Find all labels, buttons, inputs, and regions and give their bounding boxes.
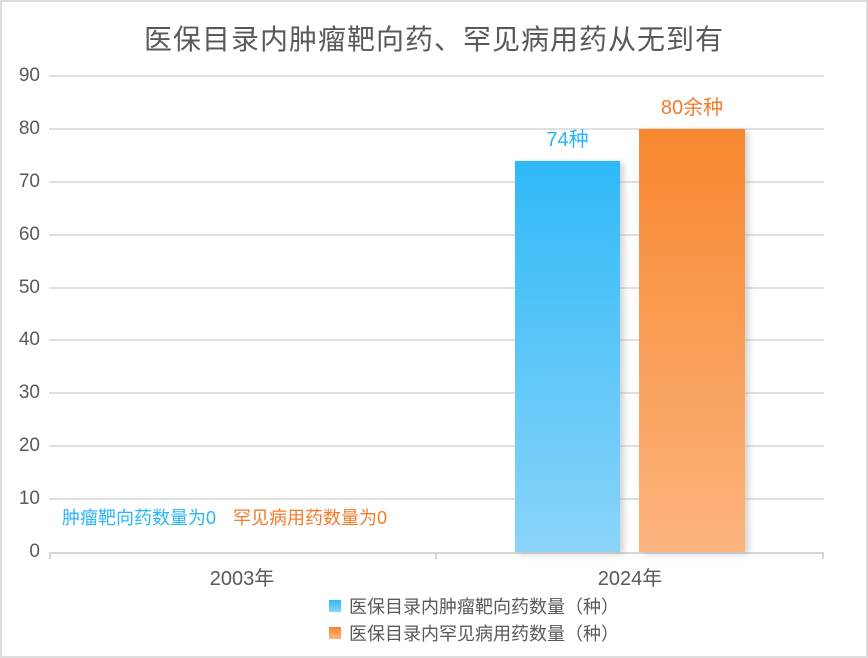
legend-swatch-orange-icon (329, 627, 341, 639)
x-axis-tick (49, 552, 51, 559)
x-axis-tick (435, 552, 437, 559)
y-axis-labels: 0 10 20 30 40 50 60 70 80 90 (2, 65, 40, 562)
y-tick-label: 60 (18, 223, 40, 245)
y-tick-label: 20 (18, 435, 40, 457)
x-tick-label-2024: 2024年 (597, 568, 663, 590)
legend-swatch-blue-icon (329, 600, 341, 612)
y-tick-label: 30 (18, 382, 40, 404)
legend-item-tumor-targeted: 医保目录内肿瘤靶向药数量（种） (329, 595, 619, 617)
gridline (49, 127, 824, 130)
gridline (49, 75, 824, 77)
y-tick-label: 50 (18, 276, 40, 298)
y-tick-label: 10 (18, 488, 40, 510)
bar-tumor-targeted-drugs-2024: 74种 (515, 129, 620, 552)
annotation-tumor-zero-2003: 肿瘤靶向药数量为0 (62, 508, 217, 528)
y-tick-label: 90 (18, 65, 40, 86)
y-tick-label: 70 (18, 170, 40, 192)
gridline (49, 233, 824, 236)
annotation-rare-disease-zero-2003: 罕见病用药数量为0 (233, 508, 388, 528)
y-tick-label: 0 (29, 541, 40, 562)
legend-label-tumor-targeted: 医保目录内肿瘤靶向药数量（种） (349, 597, 619, 617)
y-tick-label: 40 (18, 329, 40, 351)
legend-item-rare-disease: 医保目录内罕见病用药数量（种） (329, 622, 619, 644)
plot-area: 74种 80余种 肿瘤靶向药数量为0 罕见病用药数量为0 (49, 75, 824, 559)
legend-label-rare-disease: 医保目录内罕见病用药数量（种） (349, 624, 619, 644)
bar-rare-disease-drugs-2024: 80余种 (639, 97, 745, 552)
gridline (49, 498, 824, 501)
chart-title: 医保目录内肿瘤靶向药、罕见病用药从无到有 (143, 24, 724, 55)
bar-value-label-tumor: 74种 (546, 128, 589, 151)
gridline (49, 445, 824, 448)
y-tick-label: 80 (18, 117, 40, 139)
gridline (49, 339, 824, 342)
legend: 医保目录内肿瘤靶向药数量（种） 医保目录内罕见病用药数量（种） (329, 595, 619, 649)
bar-value-label-rare-disease: 80余种 (660, 96, 724, 119)
gridline (49, 286, 824, 289)
x-tick-label-2003: 2003年 (209, 568, 275, 590)
x-axis-tick (822, 552, 824, 559)
gridline (49, 392, 824, 395)
gridline (49, 180, 824, 183)
